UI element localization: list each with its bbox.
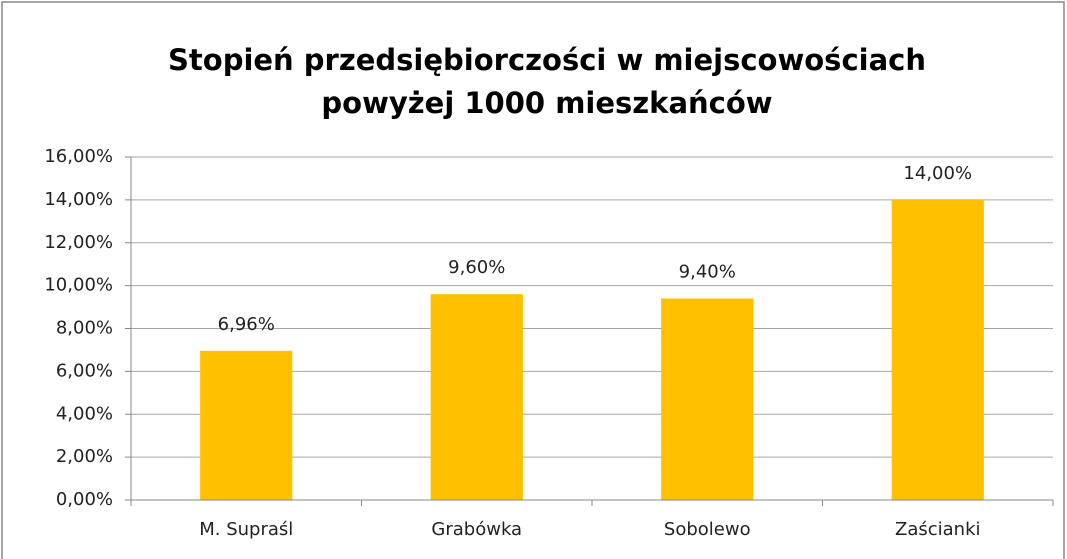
y-tick-label: 16,00% bbox=[44, 146, 113, 167]
data-label: 9,60% bbox=[448, 257, 505, 278]
chart-title: Stopień przedsiębiorczości w miejscowośc… bbox=[168, 43, 926, 77]
y-tick-label: 12,00% bbox=[44, 232, 113, 253]
y-tick-label: 2,00% bbox=[56, 446, 113, 467]
bar bbox=[661, 298, 754, 500]
data-label: 9,40% bbox=[679, 261, 736, 282]
bar bbox=[200, 350, 293, 500]
bar bbox=[891, 199, 984, 500]
data-label: 6,96% bbox=[218, 314, 275, 335]
y-tick-label: 8,00% bbox=[56, 318, 113, 339]
x-tick-label: M. Supraśl bbox=[199, 519, 293, 540]
y-tick-label: 6,00% bbox=[56, 360, 113, 381]
y-tick-label: 14,00% bbox=[44, 189, 113, 210]
data-label: 14,00% bbox=[903, 163, 972, 184]
chart-title: powyżej 1000 mieszkańców bbox=[321, 86, 772, 120]
y-tick-label: 4,00% bbox=[56, 403, 113, 424]
bar bbox=[430, 294, 523, 500]
x-tick-label: Zaścianki bbox=[895, 519, 981, 540]
y-tick-label: 10,00% bbox=[44, 275, 113, 296]
x-tick-label: Sobolewo bbox=[664, 519, 751, 540]
y-tick-label: 0,00% bbox=[56, 489, 113, 510]
x-tick-label: Grabówka bbox=[431, 519, 522, 540]
